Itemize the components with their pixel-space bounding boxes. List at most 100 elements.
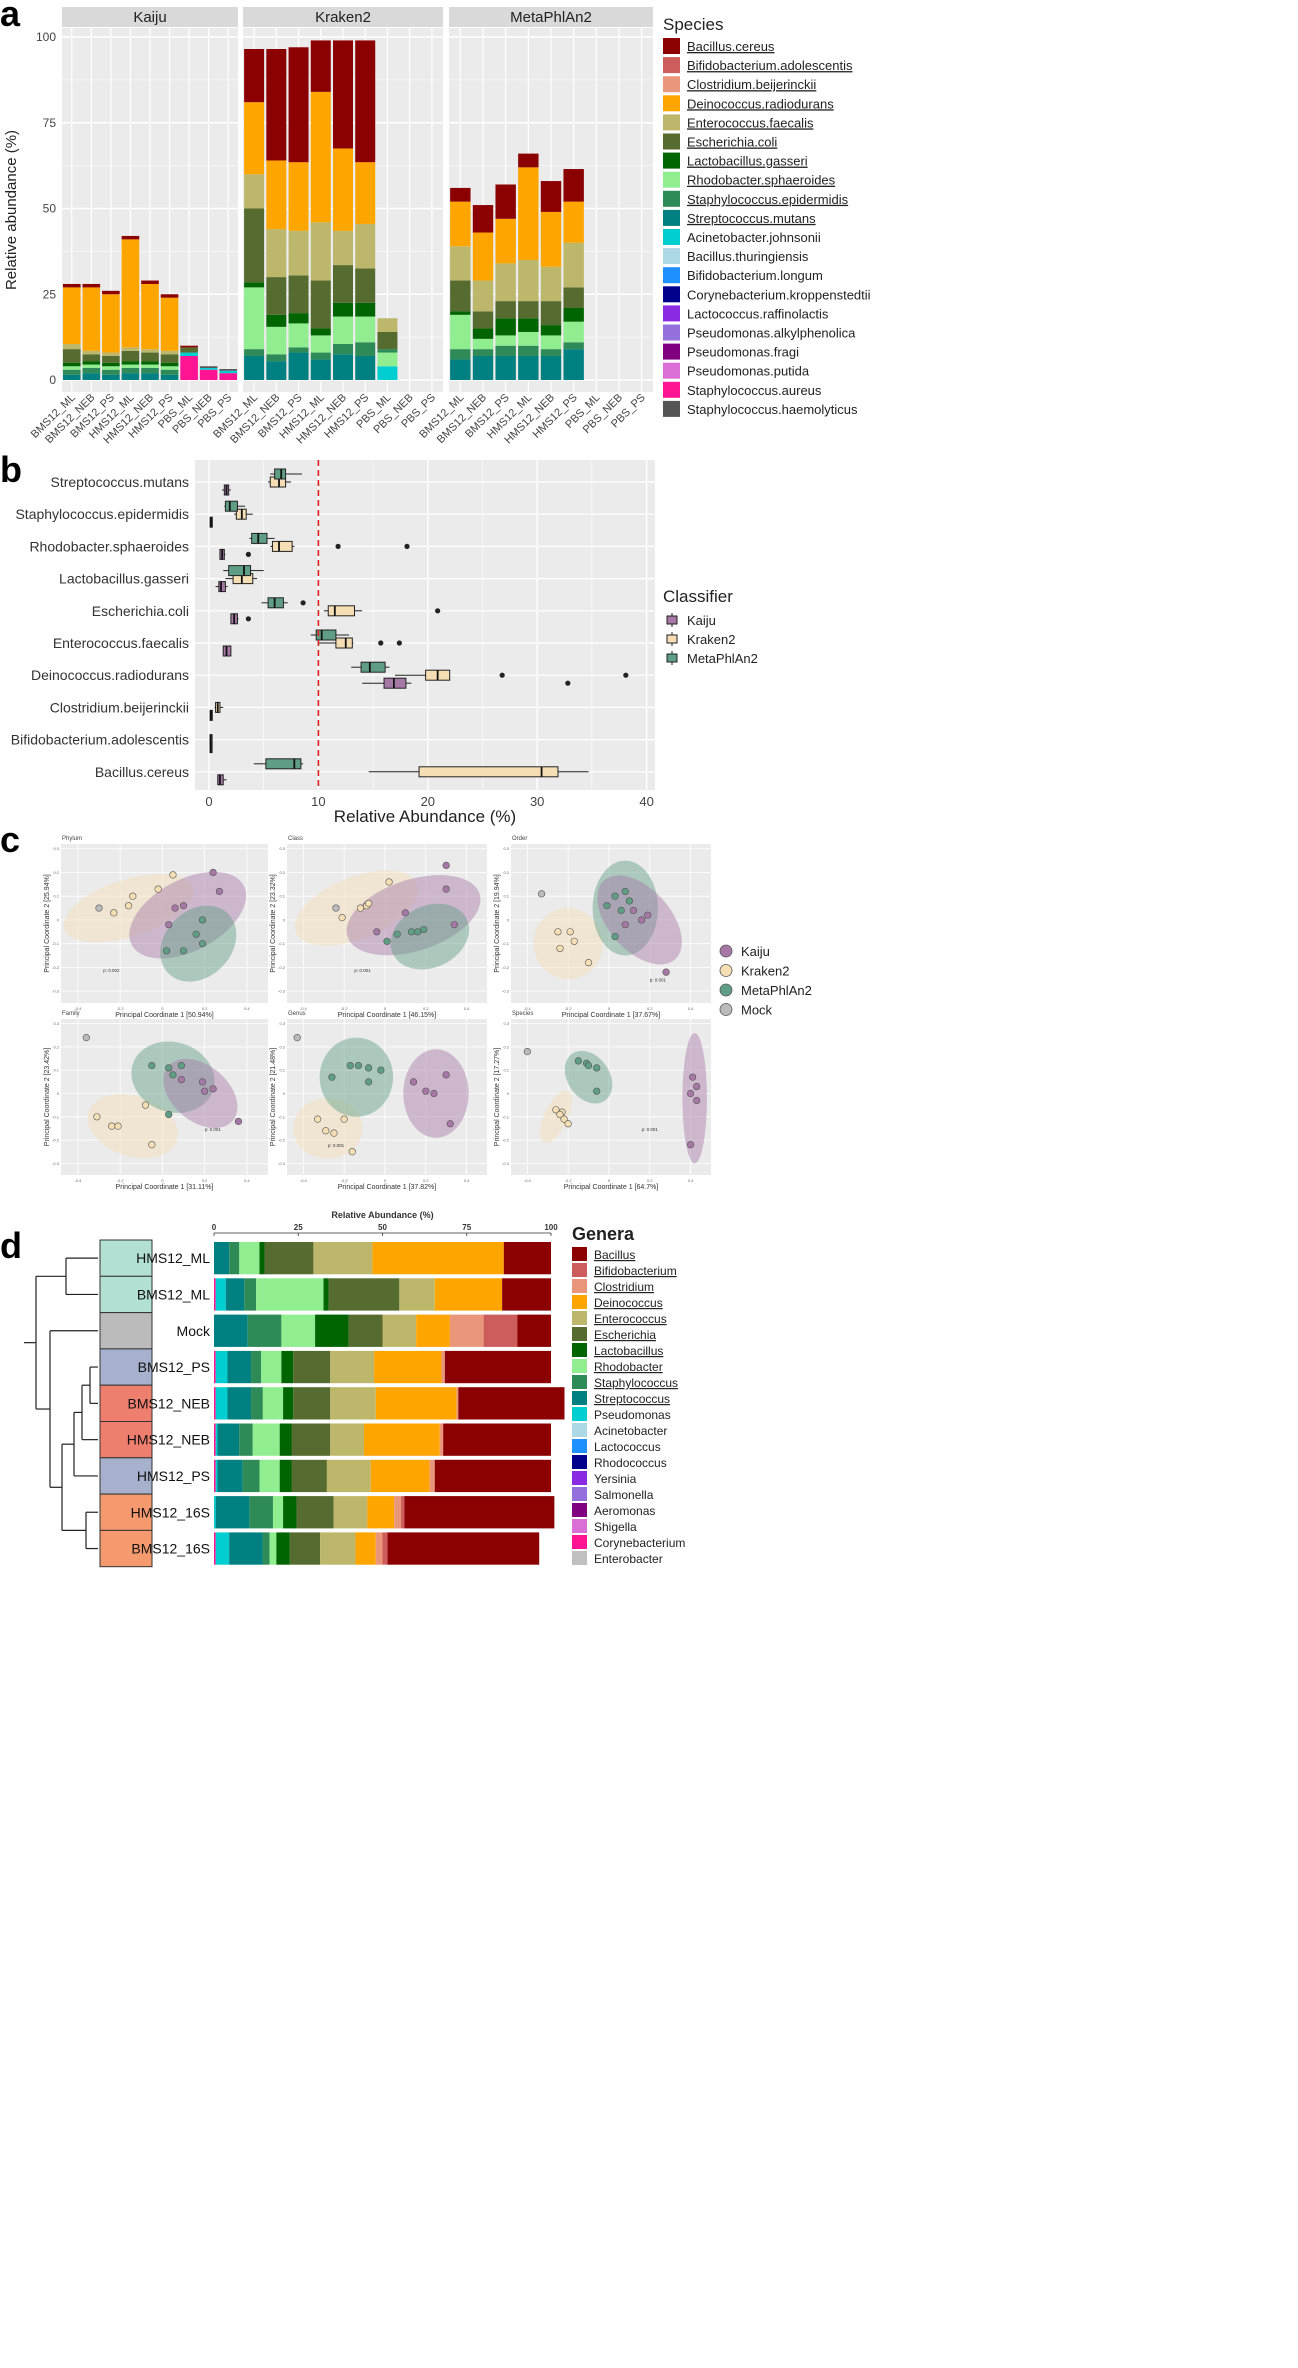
sample-label: BMS12_NEB xyxy=(128,1395,210,1411)
bar-segment xyxy=(141,280,159,284)
bar-segment xyxy=(160,297,179,351)
bar-segment xyxy=(472,311,494,329)
sample-point xyxy=(110,909,118,917)
bar-segment xyxy=(215,1423,218,1456)
bar-segment xyxy=(214,1350,216,1384)
y-tick-label: -0.2 xyxy=(502,1138,510,1143)
bar-segment xyxy=(249,1496,273,1529)
bar-segment xyxy=(215,1459,218,1493)
pcoa-background xyxy=(61,1019,268,1175)
bar-segment xyxy=(333,265,353,303)
sample-point xyxy=(383,937,391,945)
subplot-title: Family xyxy=(62,1011,80,1017)
bar-segment xyxy=(296,1496,334,1529)
sample-point xyxy=(114,1122,122,1130)
bar-segment xyxy=(404,1496,555,1529)
sample-point xyxy=(330,1129,338,1137)
sample-point xyxy=(686,1141,695,1149)
legend-label: Bifidobacterium.longum xyxy=(687,268,823,283)
box xyxy=(271,540,293,552)
bar-segment xyxy=(283,1387,294,1420)
legend-label: Bifidobacterium xyxy=(594,1264,677,1278)
bar-segment xyxy=(563,287,584,308)
legend-label: Corynebacterium xyxy=(594,1536,685,1550)
bar-segment xyxy=(502,1278,551,1311)
y-tick-label: 0 xyxy=(57,917,60,922)
x-tick-label: 0.4 xyxy=(688,1006,694,1011)
bar-segment xyxy=(563,201,584,243)
x-tick-label: 20 xyxy=(421,794,435,809)
bar-segment xyxy=(540,181,562,212)
panel-a-stacked-bar-chart: KaijuBMS12_MLBMS12_NEBBMS12_PSHMS12_MLHM… xyxy=(3,7,871,446)
x-axis-title: Principal Coordinate 1 [50.94%] xyxy=(115,1012,214,1019)
bar-segment xyxy=(563,169,584,202)
legend-label: Acinetobacter xyxy=(594,1424,667,1438)
x-tick-label: 0 xyxy=(161,1178,164,1183)
bar-segment xyxy=(472,205,494,233)
bar-segment xyxy=(264,1242,314,1275)
bar-segment xyxy=(214,1423,216,1456)
bar-segment xyxy=(251,1350,262,1384)
y-tick-label: 0.1 xyxy=(279,1068,285,1073)
sample-point xyxy=(556,1110,564,1119)
sample-label: BMS12_PS xyxy=(138,1359,210,1375)
legend-key xyxy=(666,634,678,644)
bar-segment xyxy=(214,1387,216,1420)
legend-key xyxy=(663,190,680,207)
sample-point xyxy=(422,1087,430,1095)
sample-point xyxy=(556,944,564,953)
legend-label: MetaPhlAn2 xyxy=(687,651,758,666)
legend-key xyxy=(663,57,680,74)
bar-segment xyxy=(288,162,309,231)
legend-label: Aeromonas xyxy=(594,1504,655,1518)
bar-segment xyxy=(333,354,353,380)
legend-label: Deinococcus.radiodurans xyxy=(687,96,834,111)
sample-point xyxy=(584,1061,593,1070)
legend-key xyxy=(572,1391,587,1405)
bar-segment xyxy=(291,1459,327,1493)
legend-label: Yersinia xyxy=(594,1472,637,1486)
outlier-point xyxy=(623,672,629,678)
legend-label: Lactococcus.raffinolactis xyxy=(687,306,829,321)
sample-point xyxy=(430,1089,438,1098)
bar-segment xyxy=(121,364,140,368)
bar-segment xyxy=(377,352,398,367)
legend-label: Rhodobacter.sphaeroides xyxy=(687,173,836,188)
legend-key xyxy=(572,1375,587,1389)
bar-segment xyxy=(239,1423,253,1456)
bar-segment xyxy=(62,369,81,375)
box xyxy=(228,565,252,577)
box xyxy=(418,766,559,778)
sample-point xyxy=(686,1089,695,1098)
x-tick-label: 30 xyxy=(530,794,544,809)
bar-segment xyxy=(102,352,120,356)
bar-segment xyxy=(443,1423,551,1456)
bar-segment xyxy=(160,294,179,298)
bar-segment xyxy=(102,374,120,380)
bar-segment xyxy=(82,287,101,351)
bar-segment xyxy=(429,1459,435,1493)
y-tick-label: 0 xyxy=(507,917,510,922)
x-tick-label: 0.2 xyxy=(647,1006,653,1011)
y-tick-label: 0.3 xyxy=(279,846,285,851)
sample-point xyxy=(574,1057,582,1065)
facet-label: Kraken2 xyxy=(315,9,371,26)
bar-segment xyxy=(199,367,218,370)
outlier-point xyxy=(396,640,402,646)
bar-segment xyxy=(355,162,376,224)
y-tick-label: -0.2 xyxy=(278,965,286,970)
y-tick-label: -0.2 xyxy=(52,965,60,970)
bar-segment xyxy=(444,1350,551,1384)
bar-segment xyxy=(244,208,265,283)
bar-segment xyxy=(121,347,140,351)
legend-key xyxy=(663,152,680,169)
y-tick-label: 0.2 xyxy=(503,870,509,875)
bar-segment xyxy=(259,1242,265,1275)
sample-point xyxy=(401,909,409,917)
legend-key xyxy=(572,1407,587,1421)
sample-point xyxy=(693,1096,701,1105)
legend-label: Kraken2 xyxy=(687,632,735,647)
confidence-ellipse xyxy=(319,1037,394,1117)
y-tick-label: -0.1 xyxy=(278,941,286,946)
confidence-ellipse xyxy=(539,1090,572,1144)
